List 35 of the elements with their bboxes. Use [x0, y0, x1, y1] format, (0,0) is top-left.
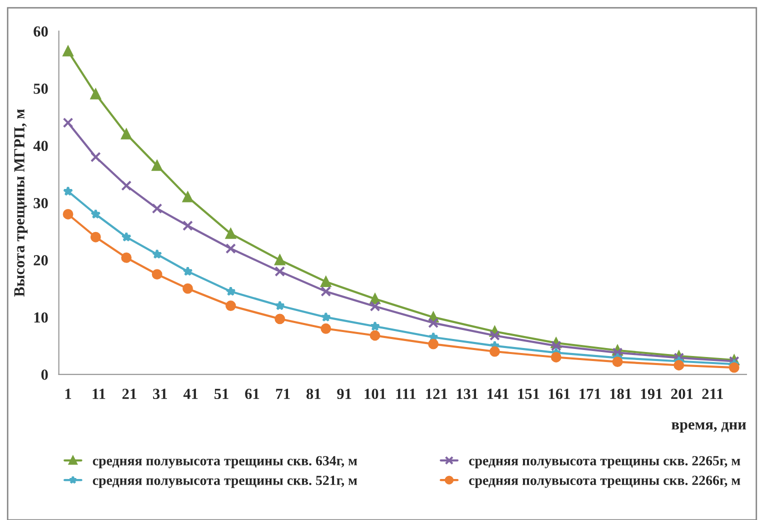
x-tick-label: 91 — [337, 388, 352, 400]
y-tick-label: 60 — [34, 26, 48, 37]
x-tick-label: 71 — [276, 388, 290, 399]
x-tick-label: 201 — [671, 388, 693, 400]
x-tick-label: 211 — [702, 388, 723, 399]
x-axis-title: время, дни — [672, 422, 746, 433]
x-tick-label: 21 — [122, 388, 136, 399]
x-tick-label: 191 — [641, 388, 662, 400]
legend-label: средняя полувысота трещины скв. 634г, м — [92, 456, 358, 468]
y-tick-label: 20 — [34, 255, 48, 266]
x-tick-label: 151 — [518, 388, 540, 400]
x-tick-label: 51 — [214, 388, 228, 400]
legend-label: средняя полувысота трещины скв. 2266г, м — [469, 476, 740, 488]
legend-label: средняя полувысота трещины скв. 2265г, м — [469, 456, 740, 468]
x-tick-label: 111 — [396, 388, 416, 399]
x-tick-label: 171 — [580, 388, 601, 399]
x-tick-label: 141 — [488, 388, 508, 399]
y-tick-label: 0 — [41, 370, 48, 380]
y-tick-label: 10 — [34, 312, 48, 323]
x-tick-label: 101 — [364, 388, 386, 400]
x-tick-label: 11 — [92, 388, 106, 399]
x-tick-label: 181 — [610, 388, 632, 400]
x-tick-label: 61 — [245, 388, 260, 400]
x-tick-label: 131 — [456, 388, 478, 400]
y-tick-label: 30 — [34, 198, 48, 208]
y-tick-label: 40 — [33, 140, 48, 152]
x-tick-label: 121 — [426, 388, 448, 399]
x-tick-label: 81 — [306, 388, 320, 400]
legend-label: средняя полувысота трещины скв. 521г, м — [92, 476, 358, 488]
x-tick-label: 41 — [183, 388, 198, 399]
y-tick-label: 50 — [34, 84, 48, 94]
x-tick-label: 31 — [153, 388, 167, 400]
y-axis-title: Высота трещины МГРП, м — [14, 109, 28, 297]
x-tick-label: 161 — [548, 388, 570, 400]
x-tick-label: 1 — [65, 388, 72, 399]
